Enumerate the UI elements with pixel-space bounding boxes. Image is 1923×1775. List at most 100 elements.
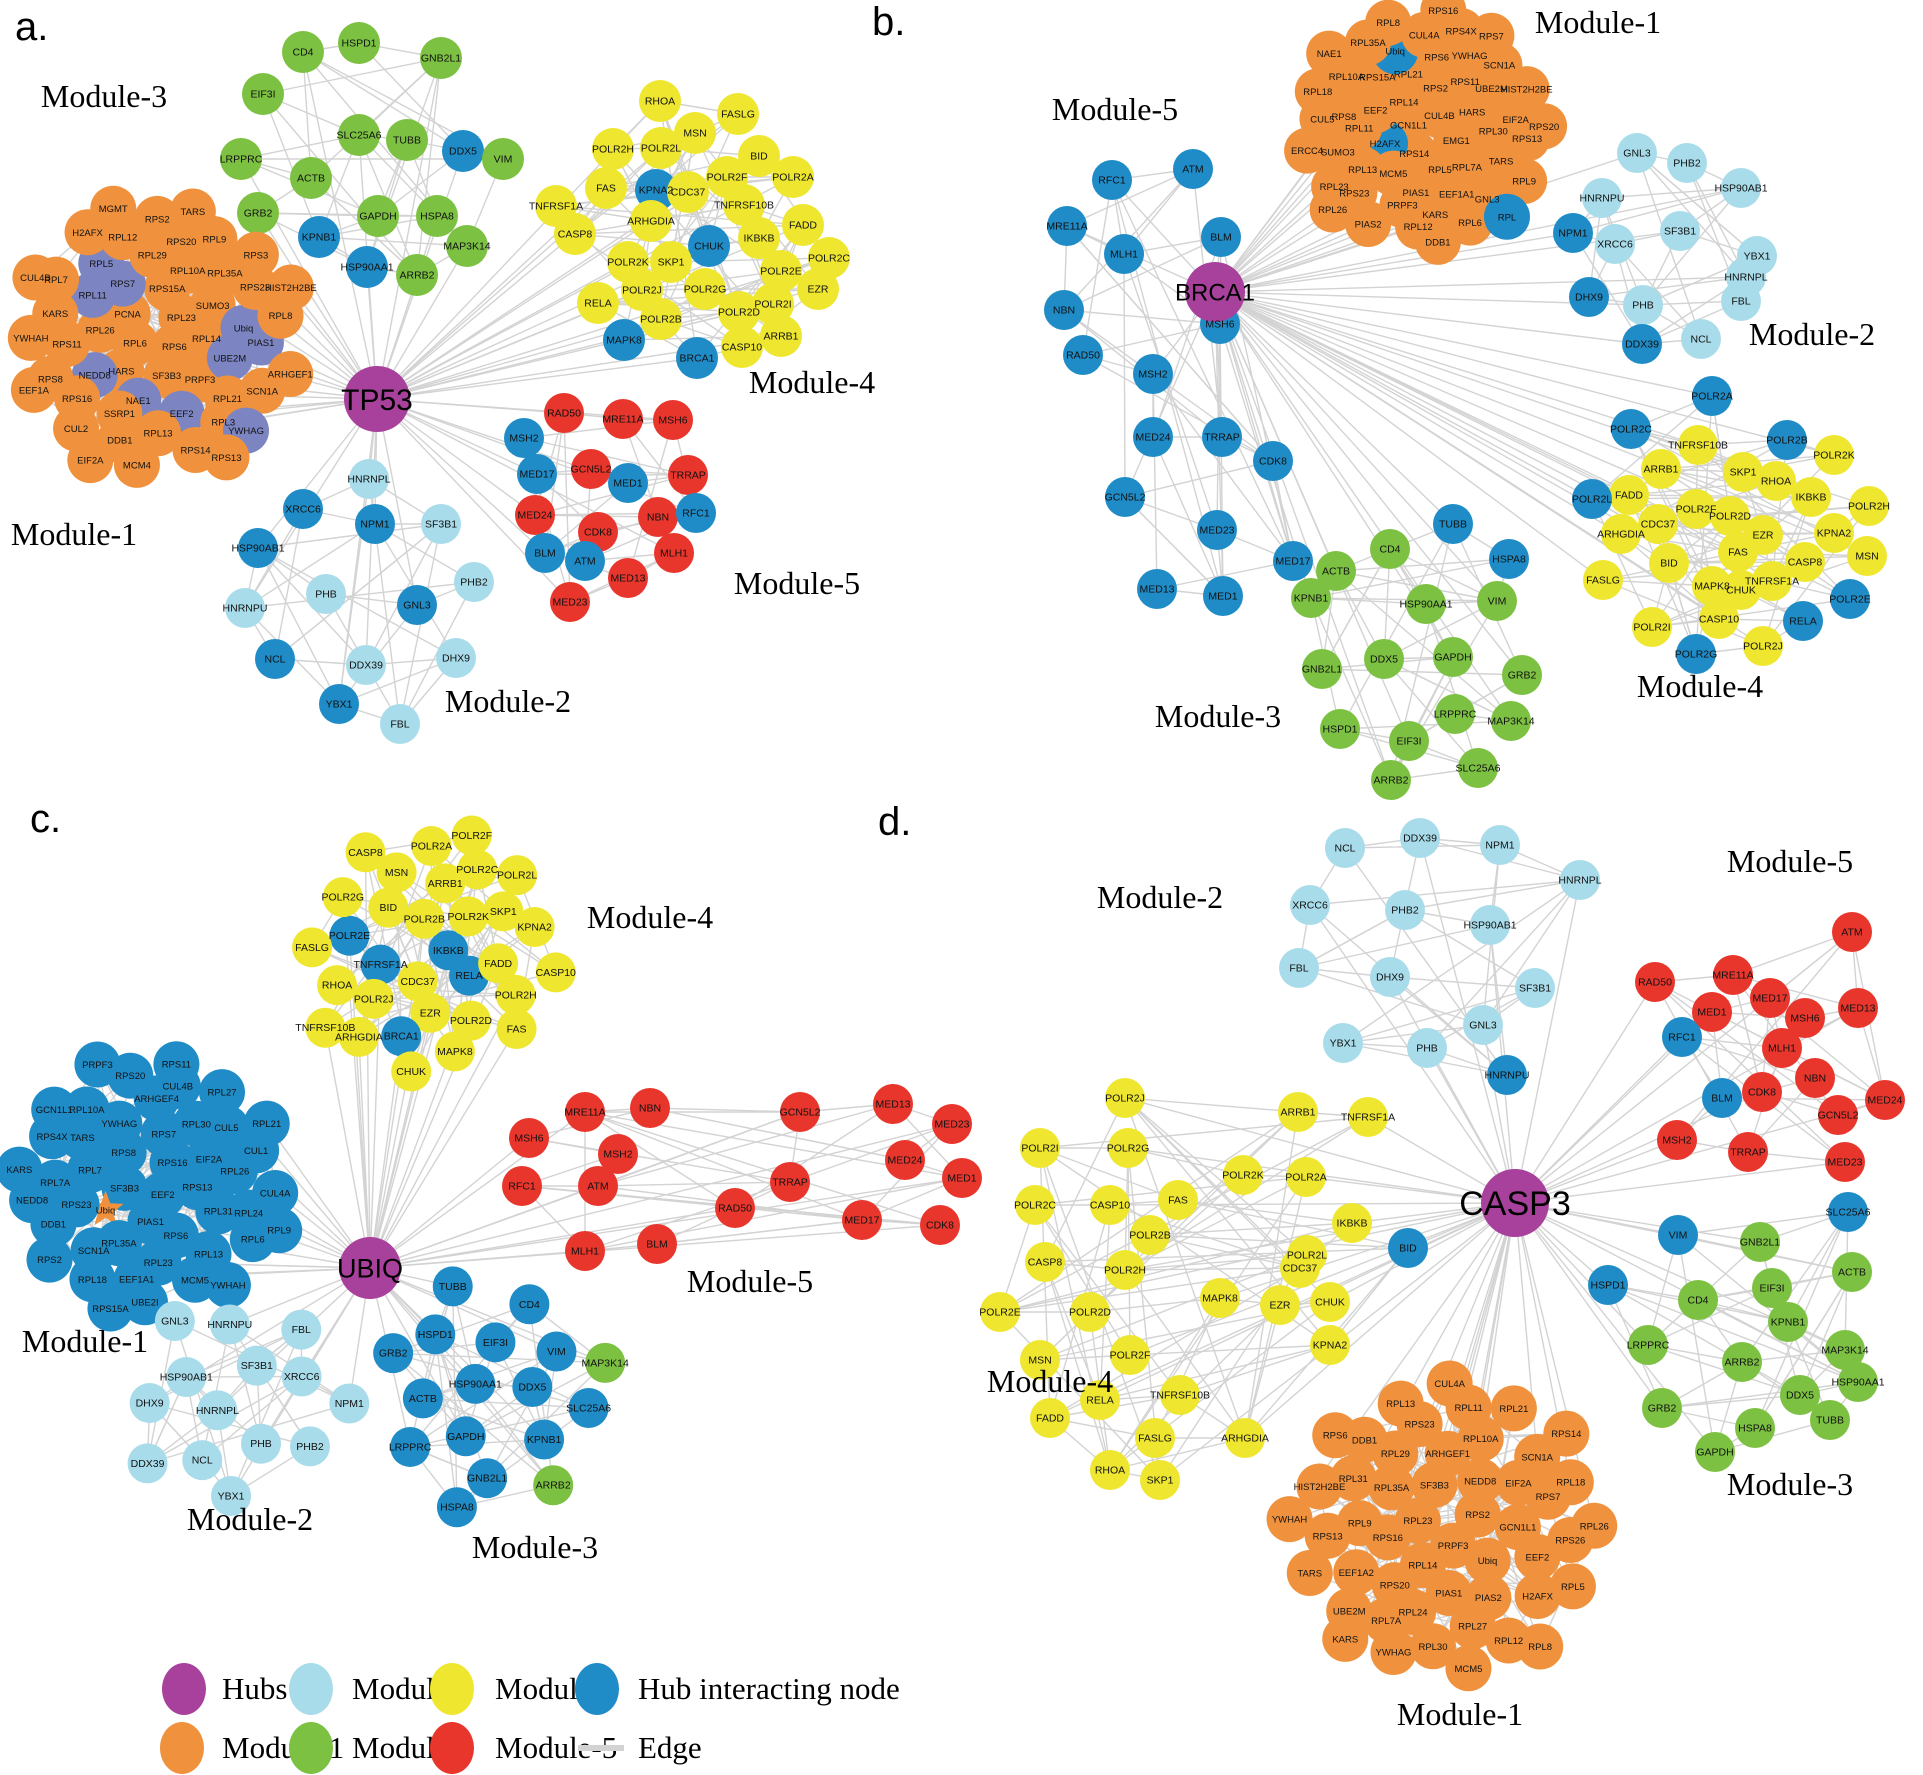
node-FASLG[interactable]	[292, 927, 333, 968]
node-SLC25A6[interactable]	[568, 1388, 609, 1429]
node-RPL27[interactable]	[1449, 1603, 1496, 1650]
node-FBL[interactable]	[380, 704, 420, 744]
node-SKP1[interactable]	[1140, 1460, 1180, 1500]
node-NAE1[interactable]	[1306, 30, 1353, 77]
node-DDX5[interactable]	[442, 130, 484, 172]
node-GNB2L1[interactable]	[420, 37, 462, 79]
node-XRCC6[interactable]	[1290, 885, 1330, 925]
node-RPS3[interactable]	[232, 231, 279, 278]
node-GAPDH[interactable]	[357, 195, 399, 237]
node-CD4[interactable]	[1370, 529, 1410, 569]
node-RPL9[interactable]	[1501, 157, 1548, 204]
node-MAP3K14[interactable]	[585, 1342, 626, 1383]
node-H2AFX[interactable]	[1514, 1573, 1561, 1620]
node-HSP90AA1[interactable]	[1406, 584, 1446, 624]
node-SKP1[interactable]	[1723, 452, 1763, 492]
node-GNB2L1[interactable]	[467, 1458, 508, 1499]
node-ACTB[interactable]	[1316, 551, 1356, 591]
node-POLR2L[interactable]	[1572, 479, 1612, 519]
node-POLR2G[interactable]	[1676, 634, 1716, 674]
node-TNFRSF10B[interactable]	[1678, 425, 1718, 465]
node-ACTB[interactable]	[402, 1378, 443, 1419]
node-RELA[interactable]	[1080, 1380, 1120, 1420]
node-DHX9[interactable]	[1370, 957, 1410, 997]
node-RPL26[interactable]	[1571, 1502, 1618, 1549]
node-RPS14[interactable]	[1543, 1410, 1590, 1457]
node-star-Ubiq[interactable]	[87, 1190, 124, 1226]
node-POLR2F[interactable]	[1676, 489, 1716, 529]
node-HIST2H2BE[interactable]	[267, 264, 314, 311]
node-DDX39[interactable]	[346, 645, 386, 685]
node-POLR2D[interactable]	[1070, 1292, 1110, 1332]
node-KPNA2[interactable]	[1310, 1325, 1350, 1365]
node-HSP90AB1[interactable]	[1470, 905, 1510, 945]
node-MSH6[interactable]	[1785, 998, 1825, 1038]
node-YBX1[interactable]	[319, 684, 359, 724]
node-EEF1A[interactable]	[10, 366, 57, 413]
node-FADD[interactable]	[1609, 475, 1649, 515]
node-NCL[interactable]	[182, 1440, 223, 1481]
node-POLR2D[interactable]	[450, 1000, 491, 1041]
node-RPL8[interactable]	[1365, 0, 1412, 46]
node-SF3B1[interactable]	[1515, 968, 1555, 1008]
node-KPNA2[interactable]	[514, 907, 555, 948]
node-HNRNPL[interactable]	[349, 459, 389, 499]
node-MED13[interactable]	[1838, 988, 1878, 1028]
node-GCN5L2[interactable]	[1818, 1095, 1858, 1135]
node-RELA[interactable]	[577, 282, 619, 324]
node-BLM[interactable]	[637, 1224, 677, 1264]
node-PHB[interactable]	[1407, 1028, 1447, 1068]
node-RPL35A[interactable]	[1368, 1464, 1415, 1511]
node-YWHAH[interactable]	[7, 314, 54, 361]
node-PIAS1[interactable]	[1425, 1570, 1472, 1617]
node-MED23[interactable]	[1197, 510, 1237, 550]
node-GRB2[interactable]	[373, 1333, 414, 1374]
node-HSPD1[interactable]	[1320, 709, 1360, 749]
node-ERCC4[interactable]	[1284, 127, 1331, 174]
node-KARS[interactable]	[0, 1146, 43, 1193]
node-POLR2A[interactable]	[411, 826, 452, 867]
node-RHOA[interactable]	[1090, 1450, 1130, 1490]
node-HSPA8[interactable]	[436, 1487, 477, 1528]
node-MED1[interactable]	[942, 1158, 982, 1198]
node-MAPK8[interactable]	[434, 1031, 475, 1072]
node-RPS11[interactable]	[153, 1041, 200, 1088]
node-MSH2[interactable]	[1133, 354, 1173, 394]
node-PHB[interactable]	[1623, 285, 1663, 325]
node-HSPD1[interactable]	[1588, 1265, 1628, 1305]
node-MED23[interactable]	[932, 1104, 972, 1144]
node-BID[interactable]	[1388, 1228, 1428, 1268]
node-GCN5L2[interactable]	[780, 1092, 820, 1132]
node-EIF2A[interactable]	[67, 437, 114, 484]
node-KPNB1[interactable]	[524, 1419, 565, 1460]
node-RAD50[interactable]	[544, 393, 584, 433]
node-RPS13[interactable]	[203, 434, 250, 481]
node-CASP8[interactable]	[1785, 542, 1825, 582]
node-MSH2[interactable]	[1657, 1120, 1697, 1160]
node-POLR2K[interactable]	[1223, 1155, 1263, 1195]
node-POLR2H[interactable]	[592, 128, 634, 170]
node-ARHGDIA[interactable]	[338, 1016, 379, 1057]
node-YBX1[interactable]	[1323, 1023, 1363, 1063]
node-MSH2[interactable]	[504, 418, 544, 458]
node-POLR2F[interactable]	[451, 815, 492, 856]
node-GRB2[interactable]	[1642, 1388, 1682, 1428]
node-NBN[interactable]	[638, 497, 678, 537]
node-RPL18[interactable]	[1547, 1459, 1594, 1506]
node-HNRNPL[interactable]	[1560, 860, 1600, 900]
node-HSP90AA1[interactable]	[1838, 1362, 1878, 1402]
node-POLR2L[interactable]	[497, 855, 538, 896]
node-XRCC6[interactable]	[281, 1356, 322, 1397]
node-MRE11A[interactable]	[603, 399, 643, 439]
node-EEF1A2[interactable]	[1333, 1549, 1380, 1596]
node-GNB2L1[interactable]	[1740, 1222, 1780, 1262]
node-FASLG[interactable]	[1583, 560, 1623, 600]
node-CD4[interactable]	[282, 31, 324, 73]
node-SKP1[interactable]	[483, 891, 524, 932]
node-FAS[interactable]	[1718, 532, 1758, 572]
node-SLC25A6[interactable]	[1458, 748, 1498, 788]
node-NEDD8[interactable]	[1457, 1458, 1504, 1505]
node-MLH1[interactable]	[565, 1231, 605, 1271]
node-RPL8[interactable]	[1517, 1623, 1564, 1670]
node-POLR2G[interactable]	[684, 268, 726, 310]
